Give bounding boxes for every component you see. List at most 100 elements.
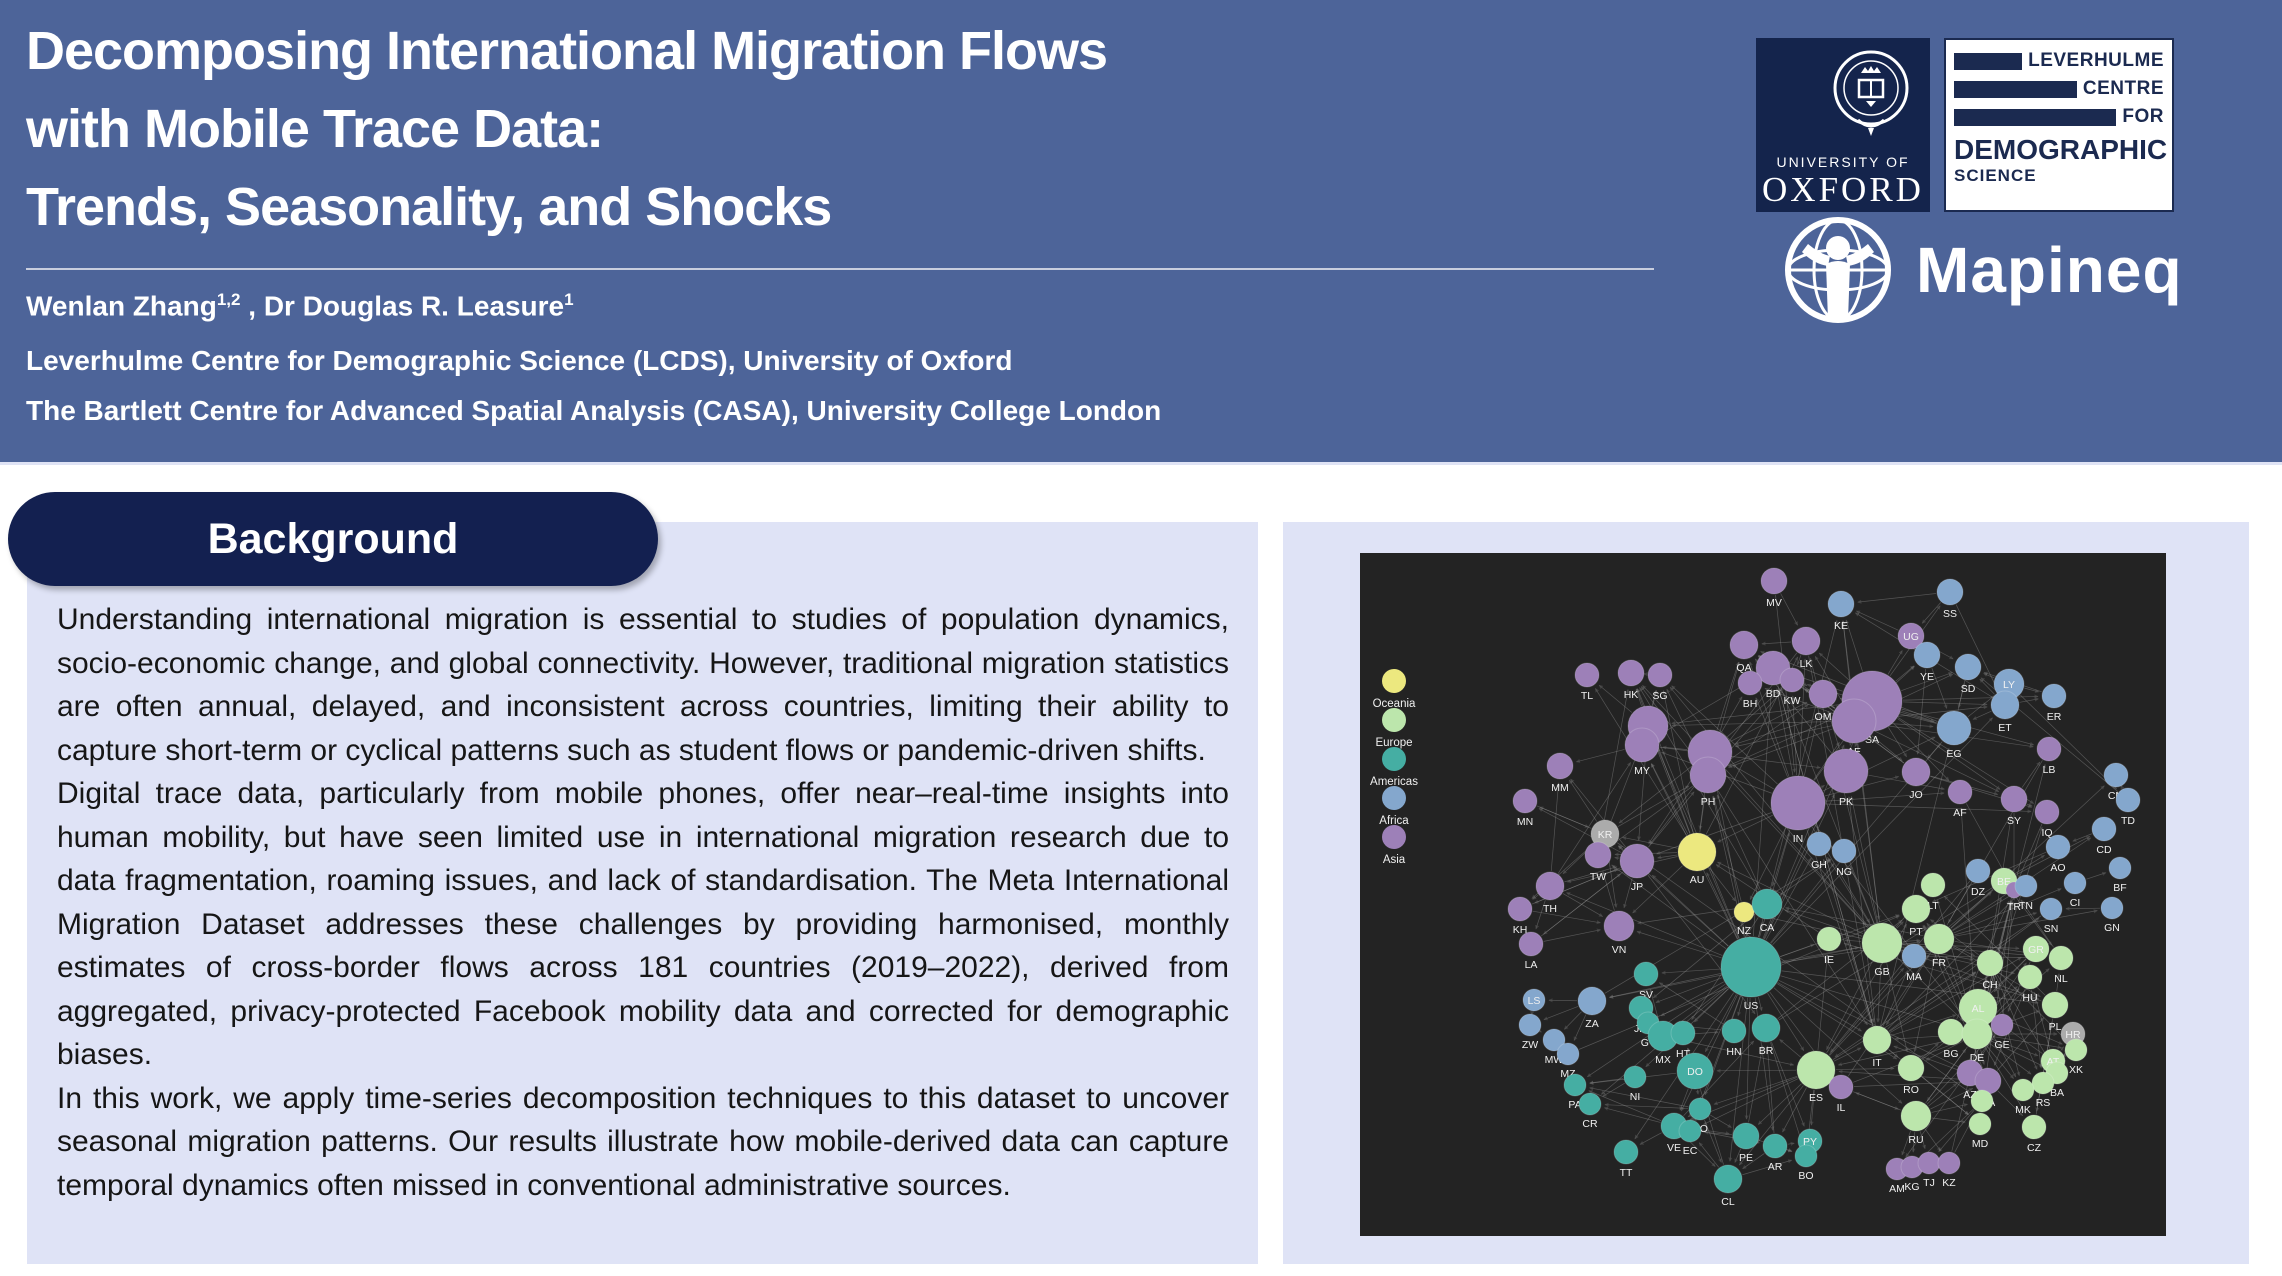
network-node-XK (2064, 1038, 2088, 1062)
network-node-label-HU: HU (2022, 992, 2037, 1004)
network-edge-US-SV (1661, 968, 1721, 975)
network-node-label-PE: PE (1739, 1152, 1753, 1164)
network-node-label-MX: MX (1655, 1054, 1671, 1066)
network-edge-AU-MY (1651, 763, 1689, 835)
legend-label-oceania: Oceania (1373, 698, 1416, 710)
lcds-bar-icon (1954, 52, 2023, 70)
network-edge-IL-FR (1847, 954, 1929, 1077)
network-node-label-NZ: NZ (1737, 925, 1752, 937)
network-node-KZ (1937, 1151, 1961, 1175)
network-node-SV (1633, 961, 1659, 987)
network-node-label-NI: NI (1630, 1091, 1641, 1103)
network-node-ER (2041, 683, 2067, 709)
network-node-GB (1861, 922, 1903, 964)
network-edge-NP-JP (1648, 770, 1698, 845)
network-edge-PH-HK (1640, 686, 1697, 761)
network-edge-SA-JO (1888, 727, 1907, 758)
network-edge-US-ES (1767, 993, 1805, 1052)
network-edge-CL-EC (1698, 1142, 1719, 1168)
network-edge-CA-VN (1637, 906, 1752, 925)
affiliation-2: The Bartlett Centre for Advanced Spatial… (26, 395, 1162, 426)
network-node-label-JP: JP (1631, 881, 1643, 893)
network-edge-BR-BO (1770, 1042, 1803, 1143)
network-edge-KR-MM (1568, 779, 1598, 822)
lcds-science-text: SCIENCE (1954, 166, 2037, 185)
network-edge-MY-MM (1575, 749, 1625, 763)
network-edge-RO-MD (1921, 1076, 1969, 1115)
network-node-VN (1603, 910, 1635, 942)
network-edge-FR-SN (1954, 911, 2038, 936)
network-edge-ES-CO (1713, 1076, 1798, 1106)
network-edge-ES-EC (1702, 1078, 1799, 1125)
network-edge-SA-SD (1901, 671, 1953, 691)
network-edge-GB-NG (1849, 865, 1875, 924)
network-node-label-TW: TW (1590, 871, 1606, 883)
network-edge-ES-IE (1817, 954, 1830, 1051)
network-edge-KR-UZ (1617, 842, 1971, 1093)
network-edge-DE-RO (1925, 1041, 1963, 1061)
network-edge-UZ-TR (1983, 901, 2014, 1090)
network-edge-AE-NP (1734, 725, 1832, 748)
title-line-1: Decomposing International Migration Flow… (26, 21, 1108, 81)
network-edge-US-EC (1694, 995, 1741, 1118)
network-node-NL (2048, 945, 2074, 971)
network-node-label-SN: SN (2044, 923, 2059, 935)
network-edge-GE-TR (2002, 901, 2015, 1014)
network-node-label-KH: KH (1513, 924, 1528, 936)
network-node-QA (1729, 630, 1759, 660)
network-edge-IN-IT (1806, 829, 1873, 1024)
author-2: Dr Douglas R. Leasure (263, 290, 565, 322)
network-edge-GB-DE (1896, 957, 1964, 1022)
network-edge-IN-CA (1771, 829, 1791, 887)
author-separator: , (240, 290, 264, 322)
network-node-label-PL: PL (2049, 1021, 2062, 1033)
network-node-UG (1897, 622, 1925, 650)
network-edge-IN-OM (1803, 710, 1821, 776)
network-node-PK (1823, 748, 1869, 794)
network-edge-US-JP (1651, 874, 1729, 947)
network-node-PH (1689, 756, 1727, 794)
network-node-BR (1751, 1013, 1781, 1043)
network-edge-GB-GR (1902, 943, 2020, 951)
authors-line: Wenlan Zhang1,2 , Dr Douglas R. Leasure1 (26, 290, 574, 322)
network-edge-US-MX (1677, 985, 1727, 1025)
migration-network-chart: MVKESSUGYEQALKSDLYERETTLHKSGBDBHKWOMSAAE… (1370, 567, 2141, 1208)
network-node-CR (1578, 1092, 1602, 1116)
network-edge-UZ-KG (1922, 1108, 1974, 1158)
network-edge-AE-JO (1871, 735, 1903, 762)
network-node-SS (1936, 578, 1964, 606)
network-edge-DE-ES (1837, 1037, 1962, 1067)
network-node-CM (2103, 762, 2129, 788)
network-edge-RU-KZ (1924, 1128, 1941, 1152)
network-node-MD (1968, 1112, 1992, 1136)
network-edge-IN-IQ (1825, 803, 2032, 814)
network-node-label-KZ: KZ (1942, 1177, 1956, 1189)
network-node-label-AL: AL (1972, 1003, 1985, 1015)
network-node-label-IL: IL (1837, 1102, 1846, 1114)
background-paragraph-2: Digital trace data, particularly from mo… (57, 777, 1229, 1071)
network-edge-SD-EG (1957, 680, 1966, 709)
network-node-UZ (1970, 1089, 1994, 1113)
title-line-2: with Mobile Trace Data: (26, 99, 604, 159)
network-node-KE (1827, 590, 1855, 618)
network-edge-PK-OM (1827, 710, 1840, 750)
network-edge-IT-RO (1888, 1049, 1899, 1058)
lcds-row: LEVERHULME (1954, 50, 2164, 72)
network-edge-NP-BH (1721, 696, 1743, 733)
network-node-label-NG: NG (1836, 866, 1852, 878)
network-node-JO (1901, 757, 1931, 787)
network-edge-US-IT (1777, 982, 1863, 1032)
network-edge-AR-CL (1742, 1153, 1765, 1170)
network-edge-CO-PA (1589, 1086, 1689, 1108)
network-edge-AE-PH (1727, 728, 1833, 769)
network-edge-GE-AZ (1979, 1034, 1996, 1060)
network-node-CH (1976, 949, 2004, 977)
network-edge-FR-RO (1913, 954, 1936, 1053)
network-node-label-PA: PA (1568, 1099, 1581, 1111)
network-edge-PE-BR (1748, 1045, 1765, 1123)
network-edge-IN-PK (1820, 785, 1825, 790)
network-edge-CI-BF (2086, 871, 2107, 880)
network-edge-ID-HK (1635, 688, 1642, 707)
network-node-SD (1954, 653, 1982, 681)
network-node-label-BF: BF (2113, 882, 2126, 894)
